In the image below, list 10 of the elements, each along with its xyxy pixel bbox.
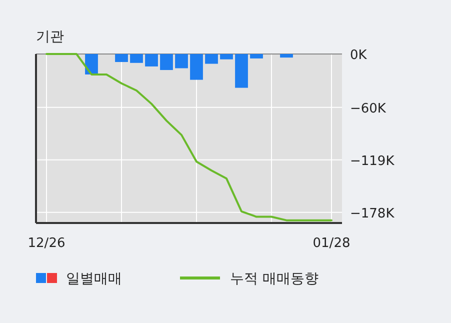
x-tick-label: 01/28 [312, 236, 350, 251]
y-tick-label: −60K [350, 101, 386, 116]
line-series [46, 53, 332, 222]
x-tick-label: 12/26 [28, 236, 66, 251]
legend-label: 누적 매매동향 [230, 271, 318, 287]
y-tick-label: −178K [350, 206, 395, 222]
y-tick-label: −119K [350, 154, 395, 169]
y-tick-label: 0K [350, 48, 368, 63]
legend-label: 일별매매 [66, 271, 122, 287]
chart-title: 기관 [36, 29, 64, 45]
